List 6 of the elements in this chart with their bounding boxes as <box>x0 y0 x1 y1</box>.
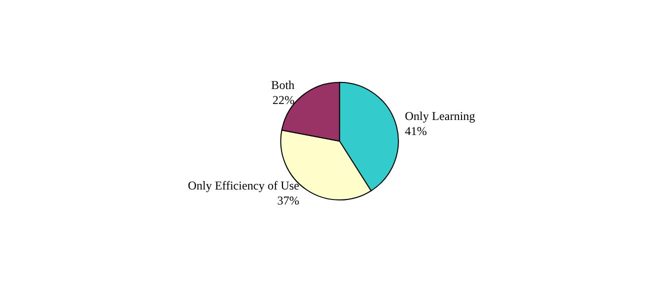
slice-label: Only Learning <box>404 109 476 124</box>
slice-label: Only Efficiency of Use <box>188 178 300 193</box>
data-label: 22% <box>272 93 295 108</box>
data-label: 41% <box>404 124 427 138</box>
data-label: 37% <box>277 194 300 208</box>
slice-label: Both <box>271 78 295 92</box>
